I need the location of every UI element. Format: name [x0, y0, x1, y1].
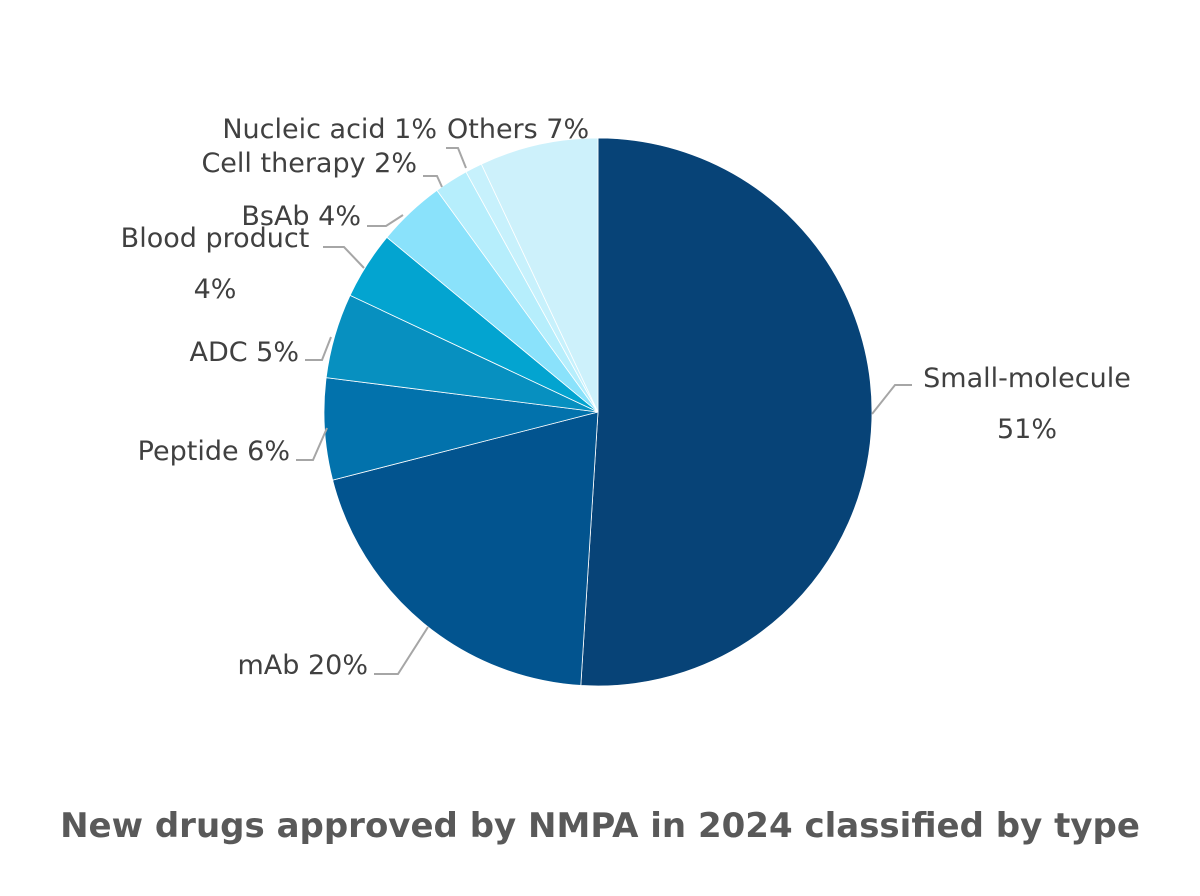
leader-line-bsab: [367, 214, 404, 227]
leader-lines: [296, 147, 912, 675]
slice-label-adc: ADC 5%: [189, 337, 299, 368]
slice-label-others: Others 7%: [447, 114, 589, 145]
leader-line-cell-therapy: [423, 175, 443, 188]
pie-slice-small-molecule: [580, 137, 873, 687]
slice-label-nucleic-acid: Nucleic acid 1%: [222, 114, 437, 145]
slice-value-label-small-molecule: 51%: [997, 414, 1057, 445]
pie-slice-mab: [332, 411, 599, 686]
slice-label-peptide: Peptide 6%: [138, 436, 290, 467]
slice-label-blood-product: Blood product: [121, 223, 310, 254]
slice-value-label-blood-product: 4%: [194, 274, 237, 305]
slice-label-small-molecule: Small-molecule: [923, 363, 1131, 394]
pie-slice-others: [480, 137, 599, 413]
slice-label-cell-therapy: Cell therapy 2%: [201, 148, 417, 179]
leader-line-others: [446, 147, 467, 169]
leader-line-peptide: [296, 427, 328, 461]
leader-line-blood-product: [323, 246, 365, 269]
leader-line-small-molecule: [871, 384, 912, 415]
pie-slices: [323, 137, 873, 687]
slice-label-mab: mAb 20%: [237, 650, 368, 681]
slice-labels: Small-molecule 51% mAb 20% Peptide 6% ADC 5%…: [121, 114, 1131, 681]
leader-line-adc: [305, 336, 332, 361]
leader-line-mab: [374, 626, 429, 675]
slice-label-bsab: BsAb 4%: [241, 201, 361, 232]
chart-title: New drugs approved by NMPA in 2024 class…: [60, 806, 1140, 846]
